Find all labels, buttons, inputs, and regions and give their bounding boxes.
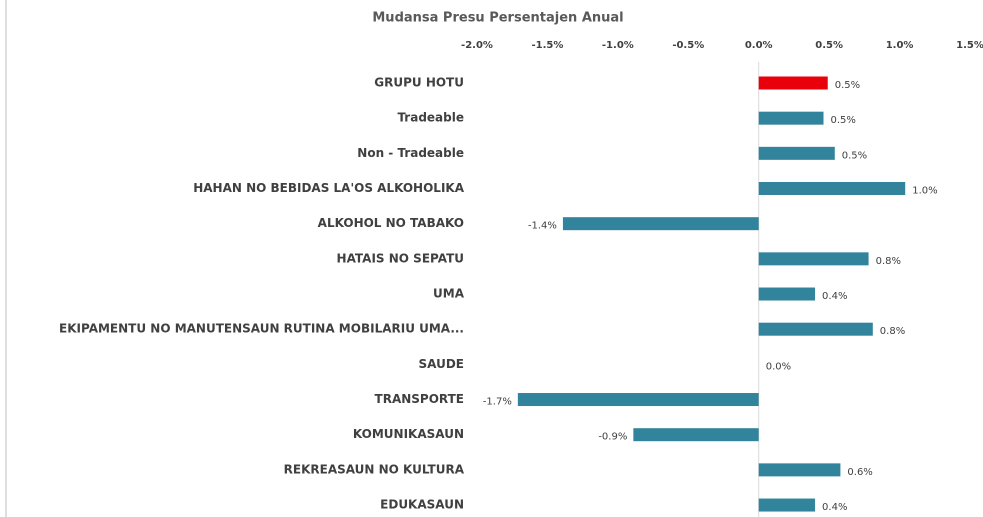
category-label: Tradeable — [397, 111, 464, 125]
bar — [758, 287, 816, 301]
category-label: ALKOHOL NO TABAKO — [318, 216, 464, 230]
value-label: 0.5% — [831, 115, 856, 126]
x-tick-label: -1.5% — [531, 40, 563, 51]
category-label: HATAIS NO SEPATU — [337, 251, 464, 265]
value-label: -1.7% — [483, 397, 512, 408]
bar — [758, 322, 873, 336]
x-tick-label: 1.0% — [886, 40, 914, 51]
bar — [517, 393, 759, 407]
chart-title: Mudansa Presu Persentajen Anual — [372, 11, 623, 26]
category-label: SAUDE — [419, 357, 464, 371]
value-label: 0.4% — [822, 502, 847, 513]
bar — [758, 463, 841, 477]
bar — [758, 76, 828, 90]
value-label: 0.8% — [880, 326, 905, 337]
value-label: 0.5% — [835, 80, 860, 91]
x-tick-label: -1.0% — [602, 40, 634, 51]
value-label: 0.8% — [876, 256, 901, 267]
value-label: 0.4% — [822, 291, 847, 302]
x-tick-label: -0.5% — [672, 40, 704, 51]
category-label: TRANSPORTE — [375, 392, 464, 406]
value-label: 1.0% — [912, 186, 937, 197]
bar — [758, 182, 906, 196]
bar — [562, 217, 759, 231]
value-label: 0.6% — [847, 467, 872, 478]
value-label: -0.9% — [598, 432, 627, 443]
x-tick-label: -2.0% — [461, 40, 493, 51]
category-label: UMA — [433, 287, 465, 301]
category-label: GRUPU HOTU — [374, 76, 464, 90]
category-label: EKIPAMENTU NO MANUTENSAUN RUTINA MOBILAR… — [59, 322, 464, 336]
value-label: 0.5% — [842, 150, 867, 161]
x-tick-label: 0.0% — [745, 40, 773, 51]
value-label: -1.4% — [528, 221, 557, 232]
category-label: KOMUNIKASAUN — [353, 427, 464, 441]
category-label: Non - Tradeable — [357, 146, 464, 160]
x-tick-label: 0.5% — [815, 40, 843, 51]
bar — [758, 498, 816, 512]
category-label: REKREASAUN NO KULTURA — [284, 462, 465, 476]
bar — [758, 146, 835, 160]
value-label: 0.0% — [766, 361, 791, 372]
x-tick-label: 1.5% — [956, 40, 983, 51]
bar — [758, 111, 824, 125]
bar — [633, 428, 759, 442]
category-label: EDUKASAUN — [380, 498, 464, 512]
category-label: HAHAN NO BEBIDAS LA'OS ALKOHOLIKA — [193, 181, 465, 195]
bar — [758, 252, 869, 266]
